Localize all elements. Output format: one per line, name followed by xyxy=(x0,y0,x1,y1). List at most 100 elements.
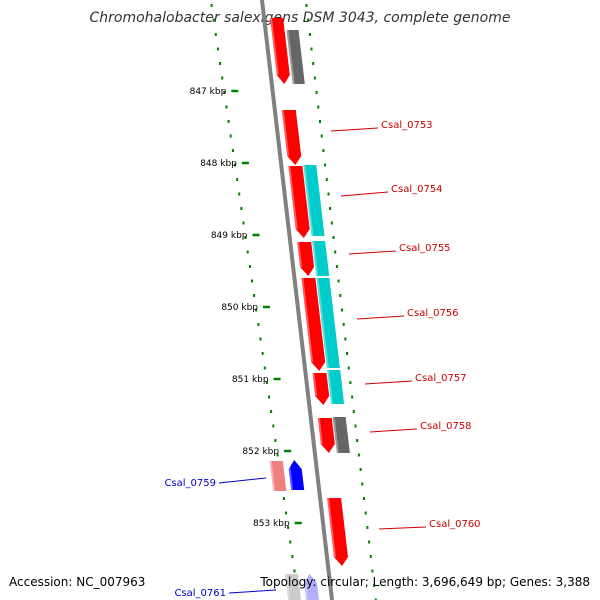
gene-label[interactable]: Csal_0760 xyxy=(429,519,481,530)
feature-block[interactable] xyxy=(303,165,325,236)
ruler-dot xyxy=(361,482,364,486)
ruler-label: 852 kbp xyxy=(242,447,279,457)
feature-highlight xyxy=(312,372,318,397)
ruler-dot xyxy=(364,511,367,515)
gene-arrow[interactable] xyxy=(297,242,315,276)
gene-label[interactable]: Csal_0753 xyxy=(381,120,433,131)
ruler-dot xyxy=(313,76,316,80)
ruler-dot xyxy=(327,192,330,196)
feature-arrow[interactable] xyxy=(304,574,319,600)
gene-label[interactable]: Csal_0756 xyxy=(407,308,459,319)
ruler-dot xyxy=(371,569,374,573)
feature-highlight xyxy=(287,459,294,491)
ruler-dot xyxy=(236,178,239,181)
gene-arrow[interactable] xyxy=(317,418,335,453)
ruler-dot xyxy=(363,497,365,500)
gene-block[interactable] xyxy=(285,574,301,600)
genome-summary-text: Topology: circular; Length: 3,696,649 bp… xyxy=(260,575,590,589)
ruler-dot xyxy=(315,91,318,94)
ruler-dot xyxy=(248,265,251,268)
ruler-dot xyxy=(373,584,376,587)
feature-highlight xyxy=(281,109,290,157)
genome-backbone xyxy=(260,0,334,600)
ruler-dot xyxy=(319,120,321,123)
gene-arrow[interactable] xyxy=(327,498,348,566)
feature-arrow[interactable] xyxy=(288,460,305,490)
gene-arrow[interactable] xyxy=(312,373,330,405)
ruler-label: 853 kbp xyxy=(253,519,290,529)
gene-label[interactable]: Csal_0755 xyxy=(399,243,451,254)
feature-highlight xyxy=(316,277,329,369)
ruler-dot xyxy=(210,4,213,7)
feature-block[interactable] xyxy=(316,278,340,368)
label-connector xyxy=(330,127,379,132)
label-connector xyxy=(218,477,267,484)
gene-arrow[interactable] xyxy=(281,110,302,165)
label-connector xyxy=(348,250,397,255)
ruler-dot xyxy=(272,424,275,428)
ruler-dot xyxy=(368,540,371,544)
label-connector xyxy=(369,428,418,433)
gene-arrow[interactable] xyxy=(288,166,310,238)
gene-label[interactable]: Csal_0757 xyxy=(415,373,467,384)
feature-block[interactable] xyxy=(327,370,345,404)
ruler-dot xyxy=(276,453,279,457)
ruler-dot xyxy=(322,149,325,152)
gene-label[interactable]: Csal_0759 xyxy=(164,478,216,489)
ruler-dot xyxy=(223,91,226,94)
ruler-dot xyxy=(317,105,320,109)
gene-label[interactable]: Csal_0758 xyxy=(420,421,472,432)
accession-text: Accession: NC_007963 xyxy=(9,575,146,589)
ruler-dot xyxy=(214,33,217,36)
ruler-dot xyxy=(335,265,338,268)
ruler-dot xyxy=(320,134,323,138)
feature-highlight xyxy=(303,573,308,600)
gene-label[interactable]: Csal_0761 xyxy=(174,588,226,599)
ruler-dot xyxy=(374,598,377,600)
ruler-dot xyxy=(268,395,270,399)
ruler-dot xyxy=(366,526,369,529)
feature-highlight xyxy=(312,240,319,277)
ruler-dot xyxy=(354,424,357,428)
feature-track xyxy=(269,17,350,600)
ruler-label: 848 kbp xyxy=(200,159,237,169)
ruler-dot xyxy=(244,236,247,239)
ruler-label: 847 kbp xyxy=(190,87,227,97)
gene-arrow[interactable] xyxy=(301,278,326,371)
feature-highlight xyxy=(270,17,279,76)
ruler-dot xyxy=(261,352,264,355)
ruler-dot xyxy=(212,18,215,22)
feature-highlight xyxy=(286,29,295,85)
ruler-dot xyxy=(330,221,333,225)
ruler-dot xyxy=(310,47,313,51)
ruler-label: 850 kbp xyxy=(221,303,258,313)
pseudogene-block[interactable] xyxy=(286,30,305,84)
feature-highlight xyxy=(327,369,334,405)
ruler: 847 kbp 848 kbp 849 kbp 850 kbp 851 kbp 852 k… xyxy=(190,87,302,529)
ruler-dot xyxy=(349,381,352,384)
ruler-dot xyxy=(359,468,362,471)
label-connector xyxy=(356,315,405,320)
gene-label[interactable]: Csal_0754 xyxy=(391,184,443,195)
feature-highlight xyxy=(297,241,303,268)
ruler-dot xyxy=(334,250,337,254)
ruler-dot xyxy=(246,250,249,254)
gene-block[interactable] xyxy=(269,461,287,491)
feature-highlight xyxy=(327,497,336,558)
feature-block[interactable] xyxy=(312,241,330,276)
gene-arrow[interactable] xyxy=(270,18,290,84)
ruler-label: 849 kbp xyxy=(211,231,248,241)
gene-labels: Csal_0753 Csal_0754 Csal_0755 Csal_0756 Csal… xyxy=(164,120,480,599)
ruler-dot xyxy=(217,47,219,51)
feature-highlight xyxy=(303,164,314,237)
ruler-dot xyxy=(337,279,340,283)
pseudogene-block[interactable] xyxy=(332,417,350,453)
ruler-dot xyxy=(229,134,232,138)
ruler-dot xyxy=(347,366,350,370)
ruler-dot xyxy=(332,236,335,239)
ruler-dot xyxy=(357,453,360,457)
ruler-dot xyxy=(242,221,245,225)
ruler-dot xyxy=(308,33,311,36)
ruler-dot xyxy=(225,105,228,109)
label-connector xyxy=(364,380,413,385)
